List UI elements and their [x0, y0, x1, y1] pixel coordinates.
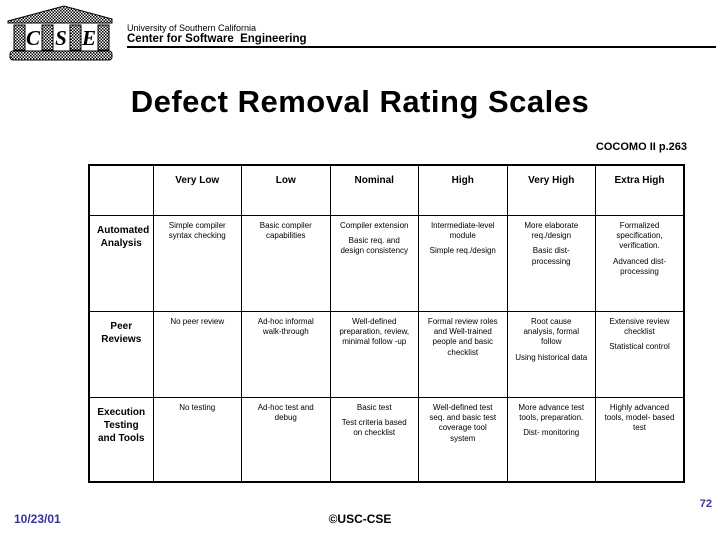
header-dept: Center for Software Engineering: [127, 33, 307, 46]
table-cell: Extensive review checklist Statistical co…: [595, 310, 685, 398]
cocomo-reference: COCOMO II p.263: [595, 141, 687, 153]
cell-paragraph: Well-defined test seq. and basic test co…: [429, 402, 497, 443]
table-cell: Root cause analysis, formal follow Using …: [506, 310, 596, 398]
cell-paragraph: Simple compiler syntax checking: [168, 220, 226, 240]
table-row: Peer Reviews No peer review Ad-hoc informa…: [88, 310, 685, 398]
cell-paragraph: Test criteria based on checklist: [341, 417, 407, 438]
cell-paragraph: Simple req./design: [429, 246, 496, 256]
logo-letter-e: E: [81, 26, 96, 50]
header-rule: [127, 46, 716, 48]
logo-letter-s: S: [55, 26, 67, 50]
cell-paragraph: More advance test tools, preparation.: [518, 402, 585, 422]
table-cell: No peer review: [152, 310, 242, 398]
cell-paragraph: Using historical data: [515, 352, 588, 362]
cell-paragraph: Formal review roles and Well-trained peo…: [427, 316, 498, 357]
cell-paragraph: Root cause analysis, formal follow: [523, 316, 580, 347]
footer-copyright: ©USC-CSE: [328, 512, 392, 526]
table-cell: Simple compiler syntax checking: [152, 214, 242, 312]
page-title: Defect Removal Rating Scales: [130, 84, 590, 119]
row-label: Peer Reviews: [88, 310, 154, 398]
table-cell: More elaborate req./design Basic dist-pro…: [506, 214, 596, 312]
column-header: Very High: [506, 164, 596, 216]
cell-paragraph: Ad-hoc test and debug: [257, 402, 314, 422]
table-cell: Formalized specification, verification. A…: [595, 214, 685, 312]
cell-paragraph: Statistical control: [609, 342, 670, 352]
cell-paragraph: Intermediate-level module: [430, 220, 495, 240]
cell-paragraph: Basic dist-processing: [531, 246, 571, 266]
corner-cell: [88, 164, 154, 216]
cell-paragraph: Dist- monitoring: [523, 428, 580, 438]
column-header: Extra High: [595, 164, 685, 216]
table-cell: Ad-hoc informal walk-through: [241, 310, 331, 398]
table-cell: Compiler extension Basic req. and design …: [329, 214, 419, 312]
rating-table: Very Low Low Nominal High Very High Extra Hig…: [88, 164, 685, 483]
table-cell: More advance test tools, preparation. Dis…: [506, 396, 596, 483]
table-row: Automated Analysis Simple compiler syntax…: [88, 214, 685, 312]
cell-paragraph: Basic req. and design consistency: [340, 235, 409, 256]
table-cell: Ad-hoc test and debug: [241, 396, 331, 483]
cell-paragraph: No testing: [179, 402, 216, 412]
logo-letter-c: C: [26, 26, 41, 50]
cse-logo: C S E: [6, 4, 120, 67]
cell-paragraph: No peer review: [170, 316, 225, 326]
table-cell: Intermediate-level module Simple req./des…: [418, 214, 508, 312]
table-row: Execution Testing and Tools No testing Ad-…: [88, 396, 685, 483]
row-label: Automated Analysis: [88, 214, 154, 312]
header-org: University of Southern California: [127, 23, 257, 33]
cell-paragraph: Well-defined preparation, review, minima…: [339, 316, 410, 347]
cell-paragraph: Ad-hoc informal walk-through: [257, 316, 314, 336]
table-cell: Basic compiler capabilities: [241, 214, 331, 312]
footer-date: 10/23/01: [14, 512, 61, 526]
table-cell: Highly advanced tools, model- based test: [595, 396, 685, 483]
table-cell: No testing: [152, 396, 242, 483]
cell-paragraph: Compiler extension: [340, 220, 409, 230]
table-cell: Basic test Test criteria based on checkli…: [329, 396, 419, 483]
column-header: Very Low: [152, 164, 242, 216]
table-cell: Formal review roles and Well-trained peo…: [418, 310, 508, 398]
cell-paragraph: More elaborate req./design: [524, 220, 579, 240]
header: University of Southern California Center…: [127, 23, 307, 46]
row-label: Execution Testing and Tools: [88, 396, 154, 483]
column-header: High: [418, 164, 508, 216]
cell-paragraph: Formalized specification, verification.: [616, 220, 663, 251]
table-cell: Well-defined preparation, review, minima…: [329, 310, 419, 398]
column-header: Nominal: [329, 164, 419, 216]
column-header: Low: [241, 164, 331, 216]
temple-icon: C S E: [7, 5, 113, 61]
page-number: 72: [699, 498, 712, 510]
cell-paragraph: Highly advanced tools, model- based test: [604, 402, 675, 433]
cell-paragraph: Extensive review checklist: [609, 316, 670, 336]
table-cell: Well-defined test seq. and basic test co…: [418, 396, 508, 483]
cell-paragraph: Basic test: [356, 402, 392, 412]
cell-paragraph: Advanced dist-processing: [613, 256, 666, 277]
cell-paragraph: Basic compiler capabilities: [259, 220, 312, 240]
